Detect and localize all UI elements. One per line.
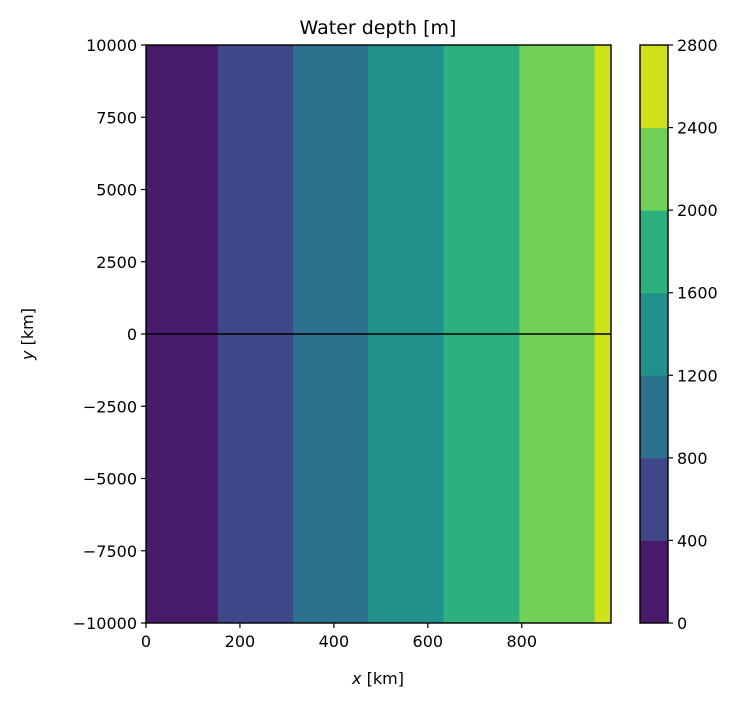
colorbar-frame (639, 44, 669, 624)
y-axis-label: y [km] (18, 308, 37, 361)
y-tick-label: 7500 (96, 108, 137, 127)
x-tick-label: 400 (319, 632, 350, 651)
y-tick-label: 5000 (96, 181, 137, 200)
x-axis-label: x [km] (351, 669, 404, 688)
x-tick-label: 600 (413, 632, 444, 651)
colorbar-band-6 (640, 45, 668, 129)
y-axis: 10000 7500 5000 2500 0 −2500 −5000 −7500 −10000 (73, 36, 146, 633)
colorbar-tick-label: 2000 (677, 201, 718, 220)
x-tick-label: 200 (225, 632, 256, 651)
y-tick-label: −5000 (83, 470, 137, 489)
x-axis-var: x (351, 669, 362, 688)
colorbar-band-4 (640, 210, 668, 294)
y-tick-label: 2500 (96, 253, 137, 272)
chart-title: Water depth [m] (300, 17, 457, 39)
colorbar: 0 400 800 1200 1600 2000 2400 2800 (639, 36, 718, 633)
y-axis-unit: [km] (18, 308, 37, 345)
colorbar-tick-label: 400 (677, 531, 708, 550)
colorbar-band-2 (640, 375, 668, 459)
colorbar-tick-label: 2400 (677, 119, 718, 138)
x-axis-unit: [km] (367, 669, 404, 688)
colorbar-tick-label: 1200 (677, 366, 718, 385)
colorbar-tick-label: 0 (677, 614, 687, 633)
y-tick-label: −10000 (73, 614, 137, 633)
colorbar-bands (640, 45, 668, 624)
y-axis-var: y (18, 350, 37, 361)
colorbar-tick-label: 2800 (677, 36, 718, 55)
y-tick-label: −7500 (83, 542, 137, 561)
colorbar-band-0 (640, 540, 668, 624)
x-axis: 0 200 400 600 800 (141, 623, 537, 651)
colorbar-ticks: 0 400 800 1200 1600 2000 2400 2800 (668, 36, 718, 633)
colorbar-band-5 (640, 127, 668, 211)
colorbar-band-3 (640, 292, 668, 376)
colorbar-band-1 (640, 457, 668, 541)
y-tick-label: 0 (127, 325, 137, 344)
y-tick-label: −2500 (83, 397, 137, 416)
x-tick-label: 0 (141, 632, 151, 651)
colorbar-tick-label: 800 (677, 449, 708, 468)
x-tick-label: 800 (506, 632, 537, 651)
colorbar-tick-label: 1600 (677, 284, 718, 303)
y-tick-label: 10000 (86, 36, 137, 55)
